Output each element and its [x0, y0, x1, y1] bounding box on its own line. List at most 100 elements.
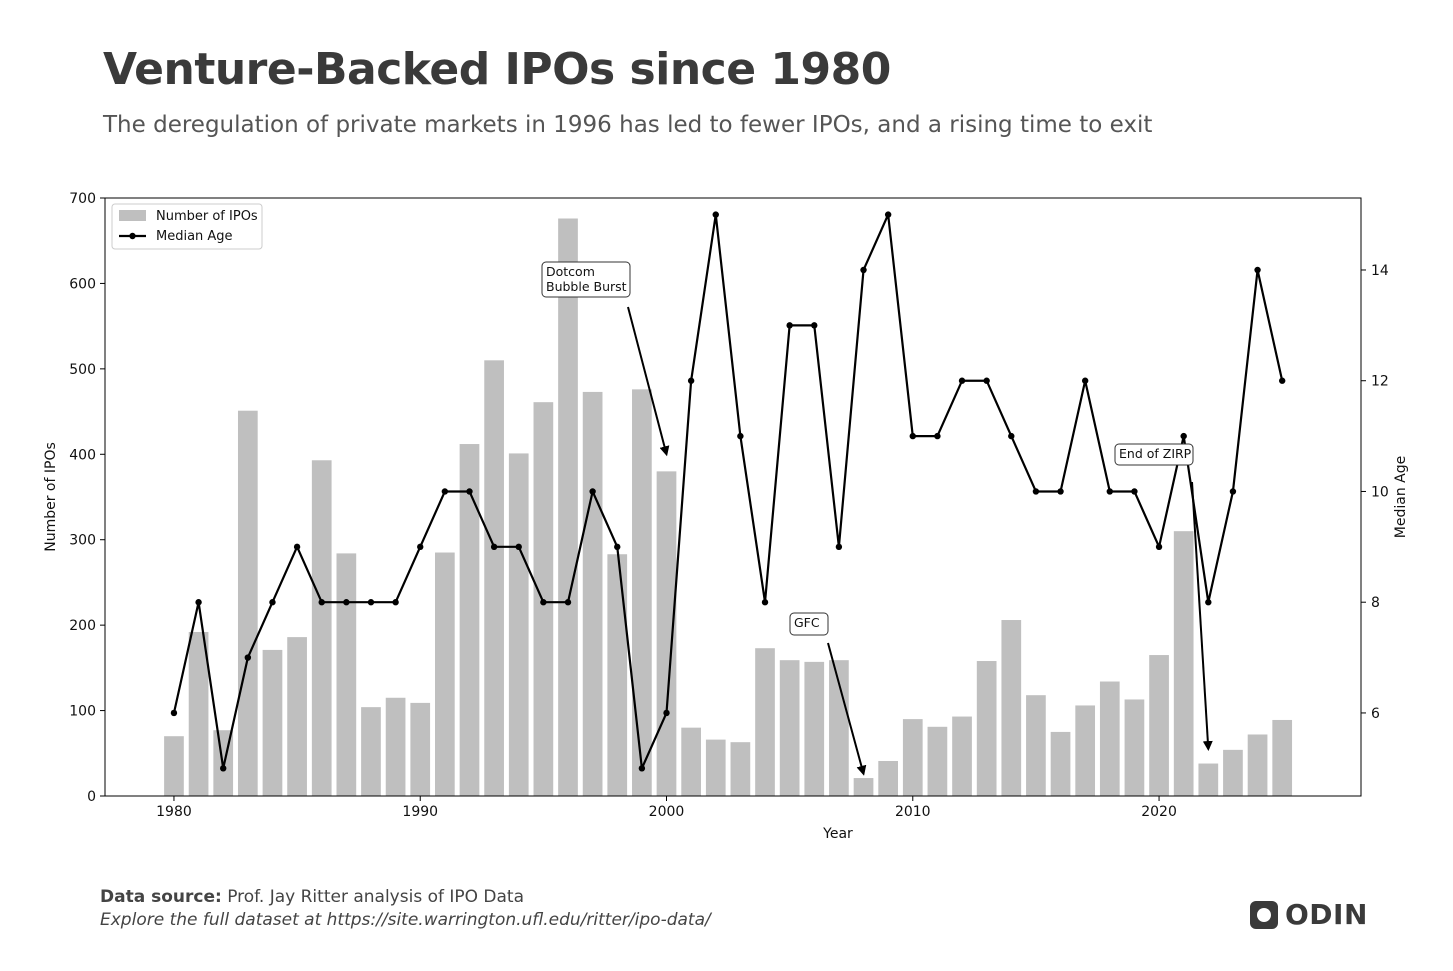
y2-tick-label-12: 12: [1371, 374, 1389, 390]
median-age-point-2011: [934, 432, 941, 440]
dataset-link-text: Explore the full dataset at https://site…: [100, 910, 711, 930]
y2-tick-label-8: 8: [1371, 595, 1380, 611]
median-age-point-2003: [737, 432, 744, 440]
median-age-point-2005: [786, 322, 793, 329]
bar-2022: [1198, 763, 1219, 796]
median-age-point-1997: [589, 488, 596, 495]
annotation-text-2-1: GFC: [794, 615, 820, 630]
median-age-point-2015: [1032, 488, 1040, 495]
legend-swatch-marker: [129, 232, 136, 240]
annotation-box-3: [1114, 443, 1194, 466]
median-age-line: [172, 213, 1284, 770]
bar-2019: [1124, 699, 1145, 796]
bar-2014: [1001, 620, 1022, 796]
annotation-box-1: [541, 261, 631, 298]
bar-2000: [656, 471, 677, 796]
median-age-point-2016: [1057, 488, 1064, 495]
median-age-point-2025: [1278, 377, 1286, 384]
median-age-point-2020: [1155, 543, 1163, 551]
bar-1987: [336, 553, 357, 796]
y-tick-label-500: 500: [69, 362, 96, 378]
median-age-point-1996: [564, 599, 572, 606]
y2-tick-label-10: 10: [1371, 484, 1389, 500]
bar-2023: [1223, 749, 1243, 796]
median-age-point-1992: [466, 488, 473, 495]
median-age-point-2006: [811, 322, 818, 329]
bar-2017: [1075, 705, 1096, 796]
legend-swatch-bar: [119, 210, 146, 221]
median-age-point-2000: [663, 709, 670, 717]
median-age-point-1981: [195, 599, 202, 606]
median-age-point-1989: [392, 599, 399, 606]
median-age-point-2024: [1254, 266, 1261, 274]
median-age-point-2021: [1180, 432, 1187, 440]
median-age-point-2014: [1008, 432, 1015, 440]
bar-1984: [262, 649, 283, 796]
odin-logo-icon: [1250, 900, 1278, 929]
bar-2012: [952, 716, 972, 796]
median-age-point-2010: [909, 432, 916, 440]
bar-1988: [361, 707, 381, 796]
median-age-point-1998: [614, 543, 621, 551]
plot-frame: [104, 197, 1362, 797]
bar-1983: [237, 410, 258, 796]
median-age-point-2018: [1106, 488, 1114, 495]
median-age-point-2002: [712, 211, 719, 218]
bar-2020: [1149, 655, 1169, 796]
median-age-point-1982: [220, 765, 227, 772]
y-tick-label-0: 0: [87, 789, 96, 805]
bar-1981: [188, 631, 209, 796]
bar-1985: [287, 637, 307, 796]
annotation-text-1-2: Bubble Burst: [546, 279, 627, 294]
x-tick-label-1990: 1990: [402, 804, 438, 820]
bar-1994: [508, 453, 529, 796]
bar-2021: [1173, 531, 1194, 796]
y-tick-label-700: 700: [69, 191, 96, 207]
annotation-arrow-2: [827, 642, 867, 776]
median-age-point-1986: [318, 599, 325, 606]
bar-2016: [1050, 731, 1071, 796]
bar-1999: [632, 389, 652, 796]
y2-tick-label-14: 14: [1371, 263, 1389, 279]
annotation-text-3-1: End of ZIRP: [1119, 446, 1192, 461]
bar-1989: [385, 697, 406, 796]
bar-1990: [410, 702, 431, 796]
odin-logo: ODIN: [1250, 898, 1368, 931]
legend-box: [111, 203, 263, 250]
median-age-point-1999: [638, 765, 646, 772]
median-age-point-2004: [761, 599, 769, 606]
bar-1986: [311, 460, 332, 796]
y-tick-label-100: 100: [69, 704, 96, 720]
y-tick-label-400: 400: [69, 447, 96, 463]
bar-2008: [853, 778, 874, 796]
chart-subtitle: The deregulation of private markets in 1…: [103, 112, 1153, 138]
bar-2006: [804, 661, 825, 796]
median-age-point-1995: [540, 599, 547, 606]
x-tick-label-2000: 2000: [649, 804, 685, 820]
legend-label-ipos: Number of IPOs: [156, 209, 258, 224]
bar-2018: [1099, 681, 1120, 796]
bar-2007: [829, 660, 849, 796]
median-age-point-1983: [244, 654, 252, 661]
data-source: Data source: Prof. Jay Ritter analysis o…: [100, 887, 524, 907]
bars-group: [164, 218, 1293, 796]
y-tick-label-300: 300: [69, 533, 96, 549]
median-age-point-2012: [958, 377, 966, 384]
median-age-point-2017: [1081, 377, 1089, 384]
bar-1991: [435, 552, 455, 796]
x-tick-label-2010: 2010: [895, 804, 931, 820]
bar-2013: [976, 661, 997, 796]
median-age-point-2001: [687, 377, 695, 384]
bar-1992: [459, 444, 480, 796]
median-age-point-1980: [170, 709, 178, 717]
median-age-line-group: [170, 211, 1286, 772]
median-age-point-1987: [343, 599, 350, 606]
axes-group: 1980 1990 2000 2010 2020 0 100 200 300 400 500 600 7…: [43, 191, 1409, 842]
median-age-point-2019: [1131, 488, 1138, 495]
median-age-point-1993: [490, 543, 498, 551]
bar-2001: [681, 727, 701, 796]
median-age-point-2023: [1229, 488, 1237, 495]
y-tick-label-600: 600: [69, 276, 96, 292]
legend-label-median-age: Median Age: [156, 229, 233, 244]
